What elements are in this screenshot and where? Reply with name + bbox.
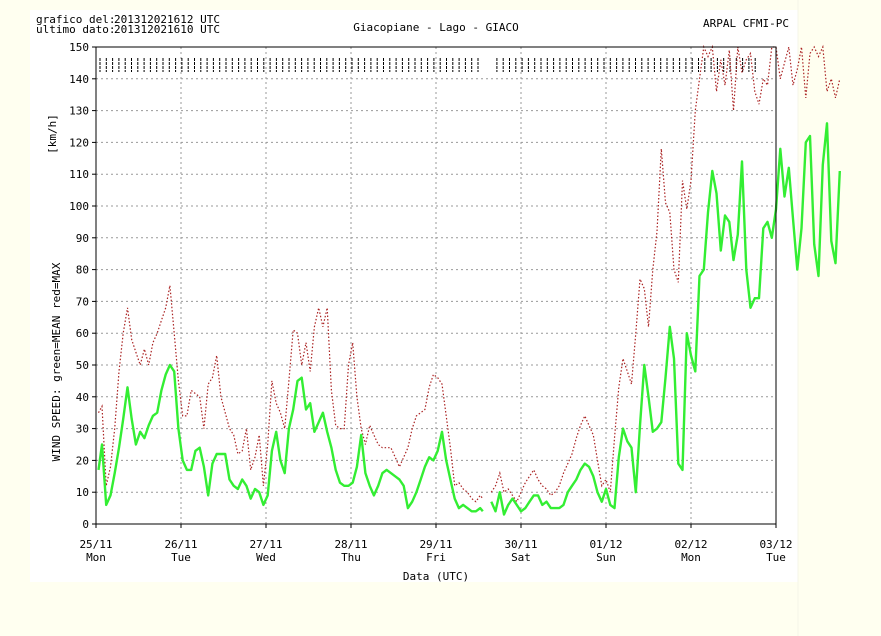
y-tick-label: 70 (76, 295, 89, 308)
x-tick-day: Tue (766, 551, 786, 564)
plot-frame (95, 46, 777, 525)
x-tick-date: 26/11 (164, 538, 197, 551)
y-tick-label: 140 (69, 73, 89, 86)
x-tick-date: 29/11 (419, 538, 452, 551)
y-tick-label: 110 (69, 168, 89, 181)
x-tick-date: 02/12 (674, 538, 707, 551)
y-tick-label: 150 (69, 41, 89, 54)
station-title: Giacopiane - Lago - GIACO (353, 21, 519, 34)
x-tick-date: 28/11 (334, 538, 367, 551)
x-tick-day: Tue (171, 551, 191, 564)
x-tick-date: 30/11 (504, 538, 537, 551)
y-axis-label: WIND SPEED: green=MEAN red=MAX (50, 262, 63, 461)
y-tick-label: 120 (69, 136, 89, 149)
x-tick-day: Mon (86, 551, 106, 564)
x-tick-date: 01/12 (589, 538, 622, 551)
series-line-mean (490, 122, 841, 516)
x-tick-date: 27/11 (249, 538, 282, 551)
y-tick-label: 130 (69, 105, 89, 118)
y-tick-label: 60 (76, 327, 89, 340)
y-tick-label: 50 (76, 359, 89, 372)
x-tick-date: 25/11 (79, 538, 112, 551)
x-tick-day: Thu (341, 551, 361, 564)
series-line-mean (97, 363, 484, 513)
y-tick-label: 80 (76, 264, 89, 277)
x-tick-day: Sat (511, 551, 531, 564)
agency-label: ARPAL CFMI-PC (703, 17, 789, 30)
y-tick-label: 20 (76, 454, 89, 467)
created-value: 201312021612 UTC (114, 13, 220, 26)
y-tick-label: 10 (76, 486, 89, 499)
y-tick-label: 90 (76, 232, 89, 245)
y-tick-label: 40 (76, 391, 89, 404)
x-tick-day: Sun (596, 551, 616, 564)
series-line-max (97, 285, 484, 503)
y-unit-label: [km/h] (46, 114, 59, 154)
created-label: grafico del: (36, 13, 115, 26)
last-data-label: ultimo dato: (36, 23, 115, 36)
x-tick-day: Fri (426, 551, 446, 564)
chart-panel (30, 10, 798, 582)
y-tick-label: 30 (76, 423, 89, 436)
series-layer (97, 44, 841, 516)
axes: 0 10 20 30 40 50 60 70 80 90 100 110 120 130 140 150 25/… (69, 41, 792, 564)
last-data-value: 201312021610 UTC (114, 23, 220, 36)
x-tick-day: Mon (681, 551, 701, 564)
x-tick-day: Wed (256, 551, 276, 564)
x-axis-label: Data (UTC) (403, 570, 469, 583)
x-tick-date: 03/12 (759, 538, 792, 551)
y-tick-label: 100 (69, 200, 89, 213)
wind-direction-row (99, 58, 756, 72)
y-tick-label: 0 (82, 518, 89, 531)
